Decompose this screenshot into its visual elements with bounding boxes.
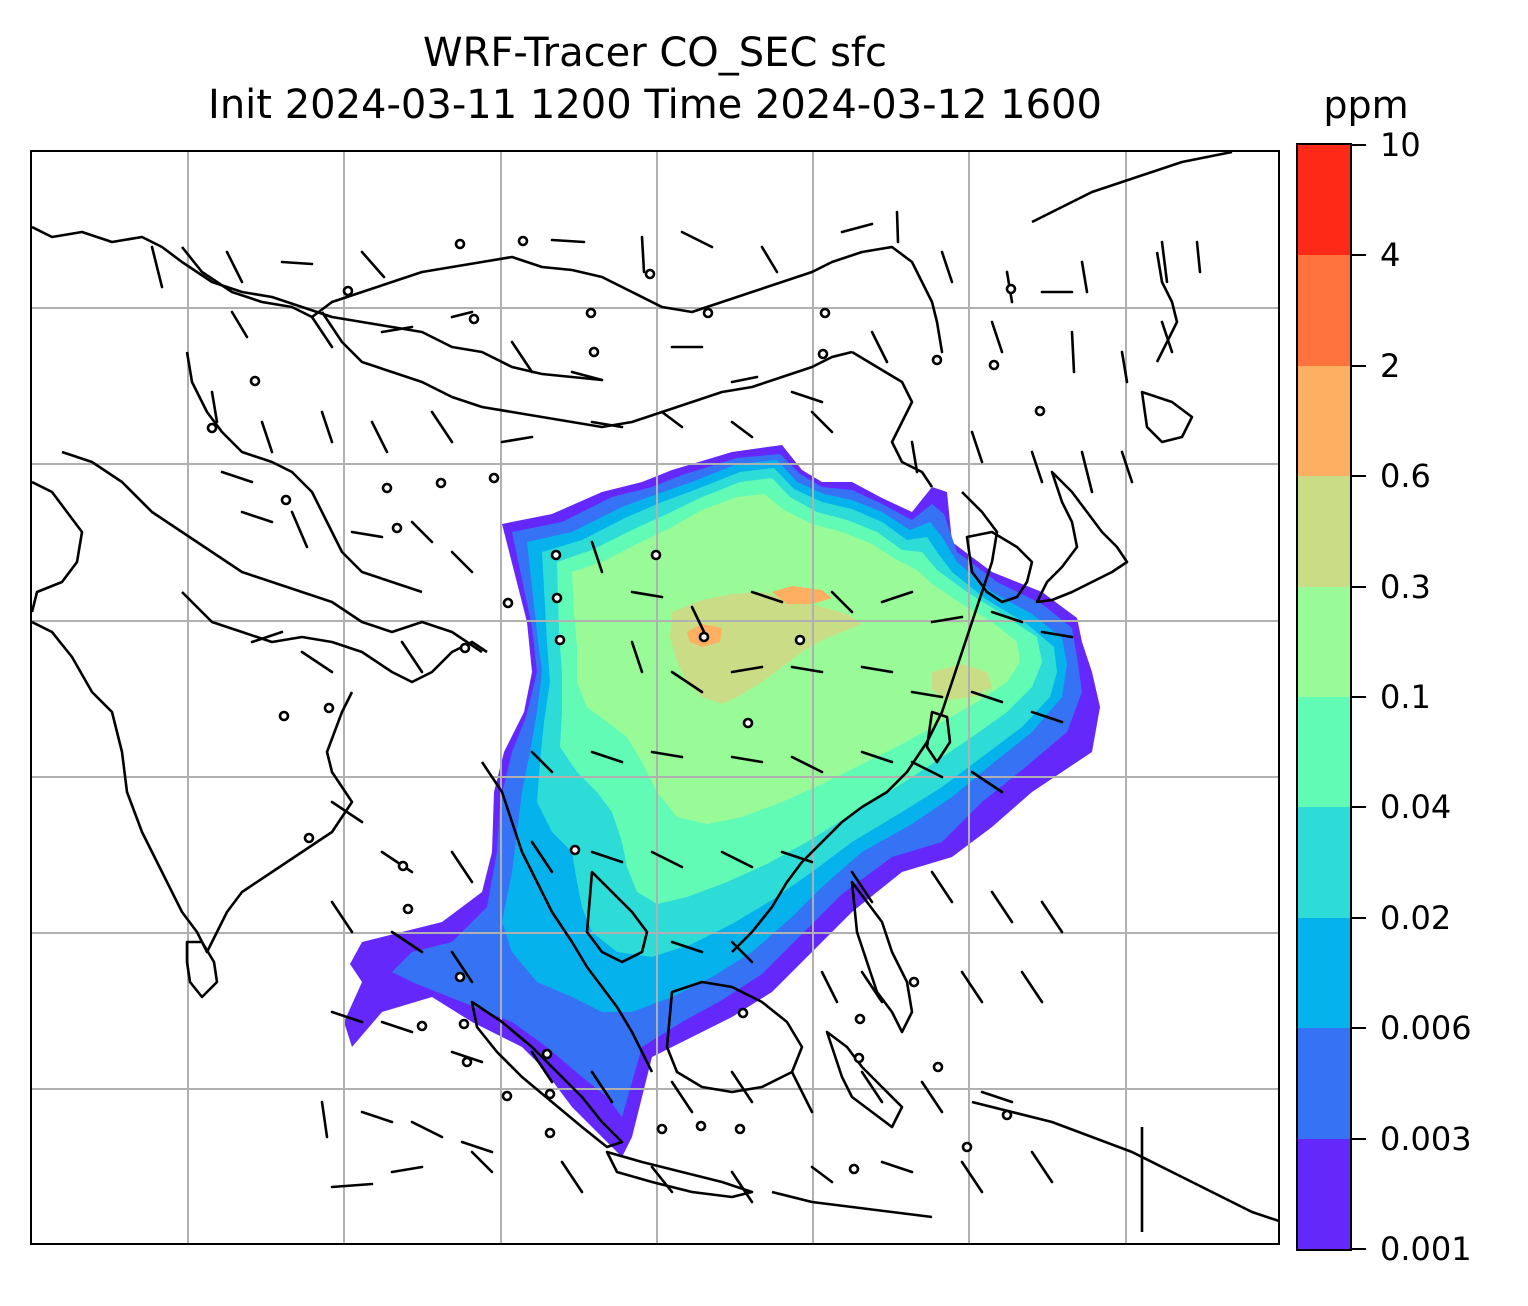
colorbar-tick (1352, 806, 1366, 809)
coastline-sakhalin (1155, 251, 1179, 363)
colorbar-segments (1298, 145, 1350, 1249)
colorbar-segment (1298, 365, 1350, 477)
tracer-concentration-field (344, 445, 1100, 1157)
colorbar-tick-label: 0.6 (1380, 457, 1431, 496)
colorbar-tick (1352, 1248, 1366, 1250)
colorbar (1296, 143, 1352, 1251)
coastline-japan (1035, 470, 1129, 604)
tracer-fill-highest-east (932, 664, 992, 700)
colorbar-tick-label: 4 (1380, 236, 1401, 275)
coastline-srilanka (185, 940, 219, 999)
colorbar-tick-label: 0.006 (1380, 1009, 1472, 1048)
coastline-lesser-sunda (771, 1190, 933, 1219)
colorbar-segment (1298, 145, 1350, 256)
coastline-india (32, 620, 354, 954)
colorbar-segment (1298, 254, 1350, 366)
colorbar-segment (1298, 917, 1350, 1029)
colorbar-tick-label: 2 (1380, 346, 1401, 385)
colorbar-tick-label: 0.3 (1380, 567, 1431, 606)
map-panel (30, 150, 1280, 1245)
colorbar-segment (1298, 696, 1350, 808)
colorbar-tick-label: 10 (1380, 126, 1421, 164)
map-subtitle: Init 2024-03-11 1200 Time 2024-03-12 160… (208, 82, 1102, 128)
colorbar-tick-label: 0.04 (1380, 788, 1452, 827)
colorbar-segment (1298, 1138, 1350, 1249)
border-mongolia-north (180, 245, 939, 323)
colorbar-tick (1352, 585, 1366, 588)
colorbar-tick (1352, 1137, 1366, 1140)
colorbar-segment (1298, 1027, 1350, 1139)
coastline-russia-east (1031, 152, 1233, 224)
colorbar-tick (1352, 254, 1366, 257)
map-canvas (32, 152, 1278, 1243)
colorbar-tick (1352, 144, 1366, 146)
coastline-taiwan (925, 710, 952, 764)
colorbar-tick-label: 0.02 (1380, 898, 1452, 937)
colorbar-tick (1352, 696, 1366, 698)
colorbar-tick (1352, 475, 1366, 478)
colorbar-segment (1298, 586, 1350, 697)
coastline-vietnam (731, 821, 843, 953)
border-south-asia (181, 591, 488, 684)
coastline-new-guinea (971, 1100, 1278, 1223)
colorbar-segment (1298, 806, 1350, 918)
colorbar-tick-label: 0.001 (1380, 1230, 1472, 1268)
colorbar-segment (1298, 475, 1350, 587)
coastline-korea (965, 530, 1034, 604)
coastline-arabia-west (32, 480, 84, 613)
coastline-philippines (850, 880, 914, 1034)
coastline-gulf (585, 870, 649, 964)
coastline-china-east (841, 491, 999, 824)
colorbar-tick (1352, 364, 1366, 367)
border-mongolia-south (320, 311, 853, 429)
colorbar-tick-label: 0.1 (1380, 678, 1431, 716)
border-himalaya (61, 450, 483, 654)
border-central-asia (32, 225, 603, 382)
coastline-sumatra (470, 1000, 624, 1149)
colorbar-tick-label: 0.003 (1380, 1119, 1472, 1158)
graticule (32, 152, 1278, 1243)
border-china-east (851, 350, 934, 488)
coastline-indochina (480, 761, 654, 1073)
colorbar-tick (1352, 916, 1366, 919)
calm-wind-markers (206, 235, 1046, 1175)
colorbar-unit-label: ppm (1323, 83, 1409, 127)
coastlines-borders (32, 152, 1278, 1232)
coastline-sulawesi (825, 1030, 904, 1129)
border-china-west (185, 351, 423, 594)
map-title: WRF-Tracer CO_SEC sfc (422, 30, 888, 76)
tracer-fill-peak-2 (772, 586, 832, 604)
coastline-java (605, 1150, 754, 1199)
tracer-fill-high (572, 494, 1020, 824)
colorbar-tick (1352, 1027, 1366, 1030)
wind-barbs (150, 210, 1202, 1204)
coastline-hokkaido (1140, 390, 1194, 444)
